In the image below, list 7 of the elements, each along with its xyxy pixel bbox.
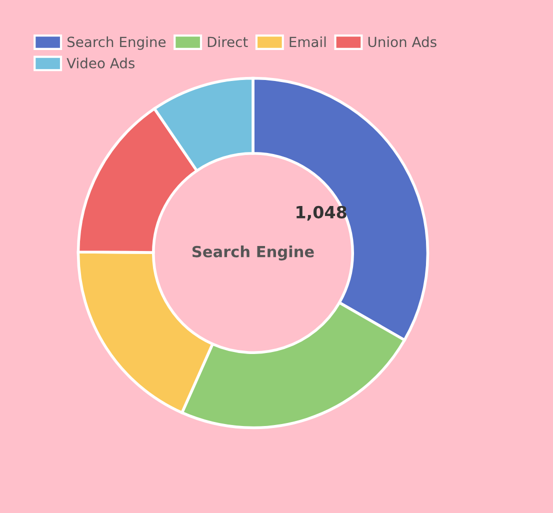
- legend-label: Direct: [208, 36, 248, 48]
- legend-label: Search Engine: [67, 36, 166, 50]
- legend-label: Video Ads: [66, 58, 135, 68]
- legend-label: Union Ads: [368, 36, 436, 48]
- text: Search Engine: [192, 246, 314, 260]
- data-label: 1,048: [296, 206, 346, 221]
- legend-label: Email: [290, 36, 326, 48]
